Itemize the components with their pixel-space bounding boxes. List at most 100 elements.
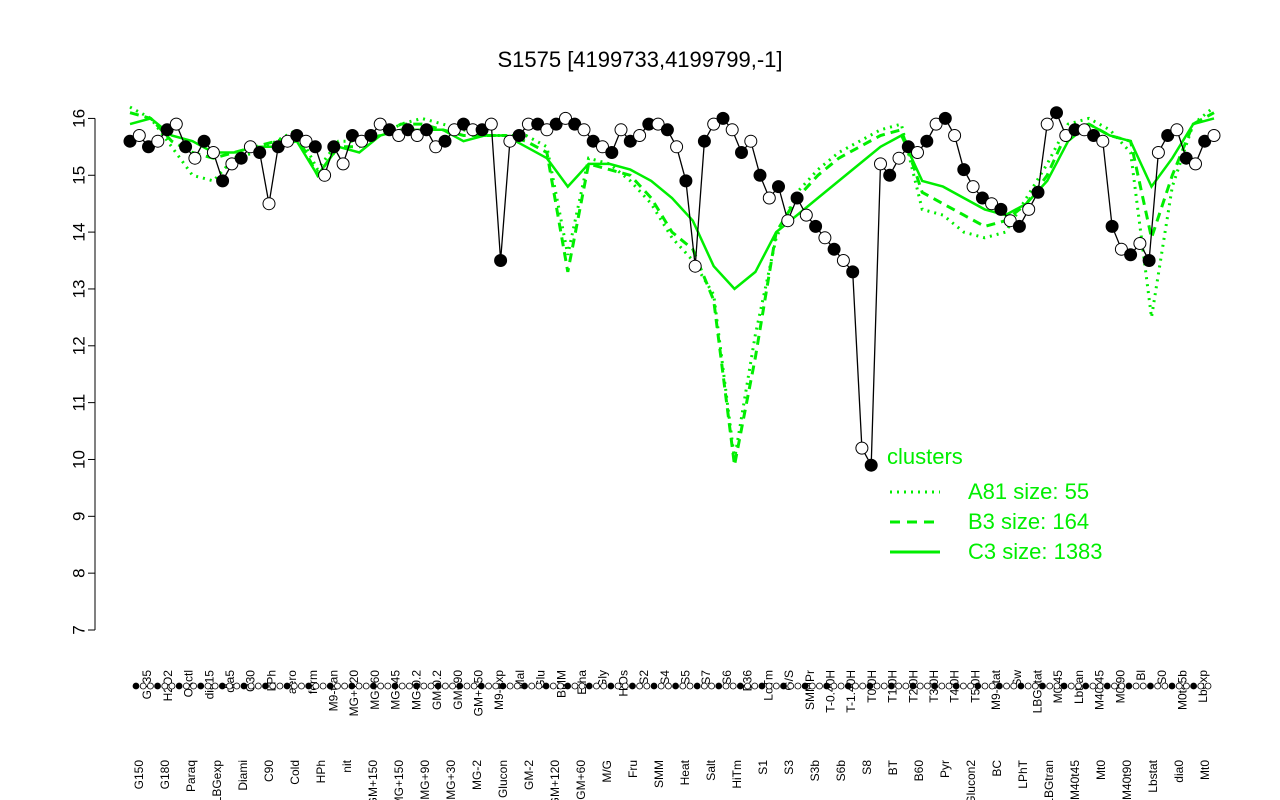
x-tick-mark: [866, 682, 874, 690]
data-point: [1096, 134, 1110, 148]
x-tick-label: M40t90: [1120, 760, 1134, 800]
x-tick-label: Fru: [626, 760, 640, 778]
data-point: [938, 111, 952, 125]
data-point: [929, 117, 943, 131]
x-tick-mark: [226, 682, 233, 690]
x-tick-mark: [146, 682, 154, 690]
data-point: [1189, 157, 1202, 171]
x-tick-label: T-1.40H: [844, 670, 858, 713]
x-tick-mark: [1125, 682, 1133, 690]
x-tick-mark: [736, 682, 744, 690]
data-point: [206, 146, 220, 159]
x-tick-label: dia0: [1172, 760, 1186, 783]
data-point: [1198, 134, 1212, 148]
x-tick-label: LBGstat: [1031, 669, 1045, 713]
x-tick-mark: [621, 682, 629, 690]
x-tick-label: LBGexp: [210, 760, 224, 800]
x-tick-label: Pyr: [938, 760, 952, 778]
data-point: [151, 134, 165, 148]
data-point: [1151, 146, 1165, 159]
x-tick-label: Gly: [596, 670, 610, 688]
data-point: [225, 157, 239, 171]
x-tick-mark: [679, 682, 687, 690]
data-point: [1207, 129, 1221, 142]
data-point: [549, 117, 563, 131]
data-point: [920, 134, 934, 148]
x-tick-label: MG-2: [470, 760, 484, 790]
data-point: [1022, 202, 1036, 216]
x-tick-mark: [477, 682, 485, 690]
x-tick-mark: [513, 682, 521, 690]
x-tick-mark: [600, 682, 608, 690]
x-tick-label: M9-stat: [989, 669, 1003, 710]
x-tick-label: S6b: [834, 760, 848, 782]
x-tick-mark: [909, 682, 917, 690]
x-tick-mark: [441, 682, 449, 690]
x-tick-mark: [1096, 682, 1104, 690]
x-tick-mark: [1204, 682, 1212, 690]
x-tick-mark: [298, 682, 305, 690]
x-tick-mark: [175, 682, 183, 690]
x-tick-mark: [1067, 682, 1075, 690]
x-tick-label: Diami: [236, 760, 250, 791]
x-tick-mark: [413, 682, 420, 690]
data-point: [966, 180, 980, 194]
x-tick-mark: [794, 682, 802, 690]
x-tick-mark: [686, 682, 694, 690]
x-tick-mark: [1103, 682, 1111, 690]
x-tick-mark: [240, 682, 248, 690]
x-tick-mark: [1039, 682, 1046, 690]
x-tick-mark: [952, 682, 960, 690]
x-tick-mark: [1132, 682, 1140, 690]
x-tick-mark: [823, 682, 831, 690]
data-point: [475, 123, 489, 137]
x-tick-label: MG+150: [392, 760, 406, 800]
x-tick-mark: [859, 682, 867, 690]
cluster-lines: [129, 105, 1215, 466]
x-tick-mark: [895, 682, 903, 690]
data-point: [753, 168, 767, 182]
x-tick-label: B60: [912, 760, 926, 782]
x-tick-label: Paraq: [184, 760, 198, 792]
data-point: [503, 134, 517, 148]
chart-title: S1575 [4199733,4199799,-1]: [497, 47, 782, 72]
x-tick-mark: [370, 682, 377, 690]
x-tick-mark: [139, 682, 147, 690]
data-point: [957, 163, 971, 177]
x-tick-mark: [348, 682, 356, 690]
x-tick-mark: [988, 682, 996, 690]
x-tick-mark: [485, 682, 492, 690]
x-tick-mark: [801, 682, 809, 690]
data-point: [744, 134, 758, 148]
x-tick-mark: [744, 682, 751, 690]
x-tick-mark: [398, 682, 406, 690]
x-tick-label: S5: [679, 670, 693, 685]
x-tick-mark: [521, 682, 528, 690]
x-tick-mark: [362, 682, 370, 690]
x-tick-mark: [1003, 682, 1010, 690]
x-tick-mark: [542, 682, 550, 690]
x-tick-mark: [902, 682, 910, 690]
x-tick-mark: [1082, 682, 1090, 690]
x-tick-label: HiTm: [730, 760, 744, 789]
x-tick-mark: [1161, 682, 1169, 690]
x-tick-mark: [341, 682, 349, 690]
x-tick-label: HPh: [314, 760, 328, 783]
x-tick-label: S1: [756, 760, 770, 775]
data-point: [392, 129, 406, 142]
x-tick-mark: [880, 682, 888, 690]
x-tick-mark: [700, 682, 708, 690]
data-point: [281, 134, 294, 148]
data-point: [243, 140, 257, 154]
x-tick-mark: [233, 682, 241, 690]
x-tick-mark: [290, 682, 298, 690]
data-point: [1124, 248, 1138, 262]
x-tick-label: S7: [699, 670, 713, 685]
x-tick-mark: [384, 682, 392, 690]
data-point: [735, 146, 748, 159]
x-tick-mark: [463, 682, 471, 690]
x-tick-label: Glucon2: [964, 760, 978, 800]
x-tick-mark: [276, 682, 284, 690]
data-point: [818, 231, 832, 245]
x-tick-mark: [1024, 682, 1032, 690]
